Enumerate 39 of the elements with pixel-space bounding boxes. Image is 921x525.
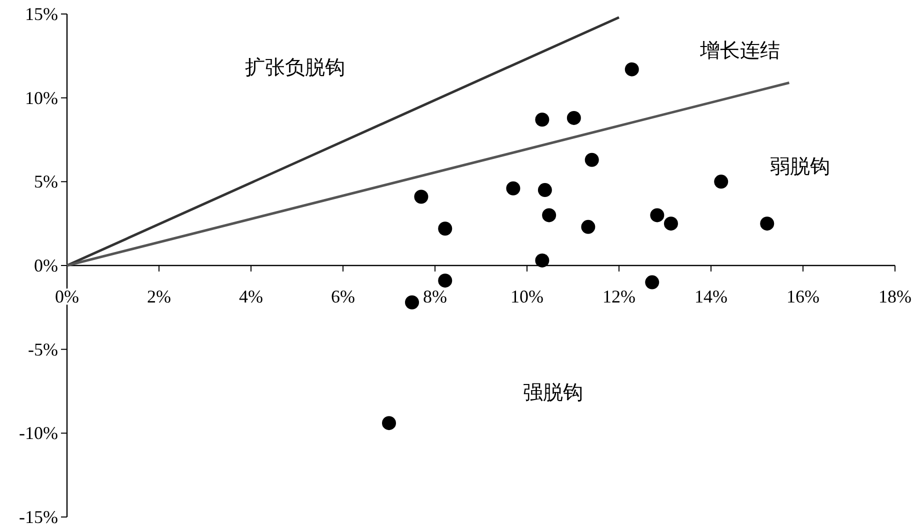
point	[624, 62, 639, 76]
x-tick-label: 14%	[694, 286, 728, 306]
annotation: 弱脱钩	[770, 156, 830, 178]
y-tick-label: 5%	[34, 172, 58, 192]
point	[760, 216, 774, 231]
x-tick-label: 2%	[147, 286, 171, 306]
point	[382, 416, 396, 430]
point	[650, 208, 664, 222]
x-tick-label: 4%	[239, 286, 263, 306]
x-tick-label: 8%	[423, 286, 447, 306]
point	[535, 253, 550, 268]
x-tick-label: 18%	[878, 286, 912, 306]
point	[405, 295, 419, 310]
point	[664, 216, 678, 231]
y-tick-label: 10%	[25, 88, 58, 108]
x-tick-label: 10%	[510, 286, 544, 306]
x-tick-label: 16%	[786, 286, 820, 306]
point	[542, 208, 556, 222]
point	[714, 174, 728, 189]
x-tick-label: 12%	[602, 286, 636, 306]
annotation: 增长连结	[699, 40, 780, 62]
point	[438, 274, 452, 288]
point	[566, 110, 581, 125]
annotation: 扩张负脱钩	[245, 57, 345, 79]
y-tick-label: 15%	[25, 4, 58, 24]
y-tick-label: -10%	[19, 423, 58, 444]
point	[645, 275, 660, 290]
point	[414, 190, 428, 204]
x-tick-label: 6%	[331, 286, 355, 306]
point	[581, 220, 596, 234]
annotation: 强脱钩	[523, 382, 583, 404]
y-tick-label: -15%	[19, 507, 58, 525]
point	[506, 181, 520, 196]
y-tick-label: 0%	[34, 256, 58, 276]
point	[538, 183, 552, 198]
point	[535, 112, 550, 127]
point	[584, 152, 599, 167]
point	[438, 222, 452, 236]
y-tick-label: -5%	[28, 339, 58, 360]
